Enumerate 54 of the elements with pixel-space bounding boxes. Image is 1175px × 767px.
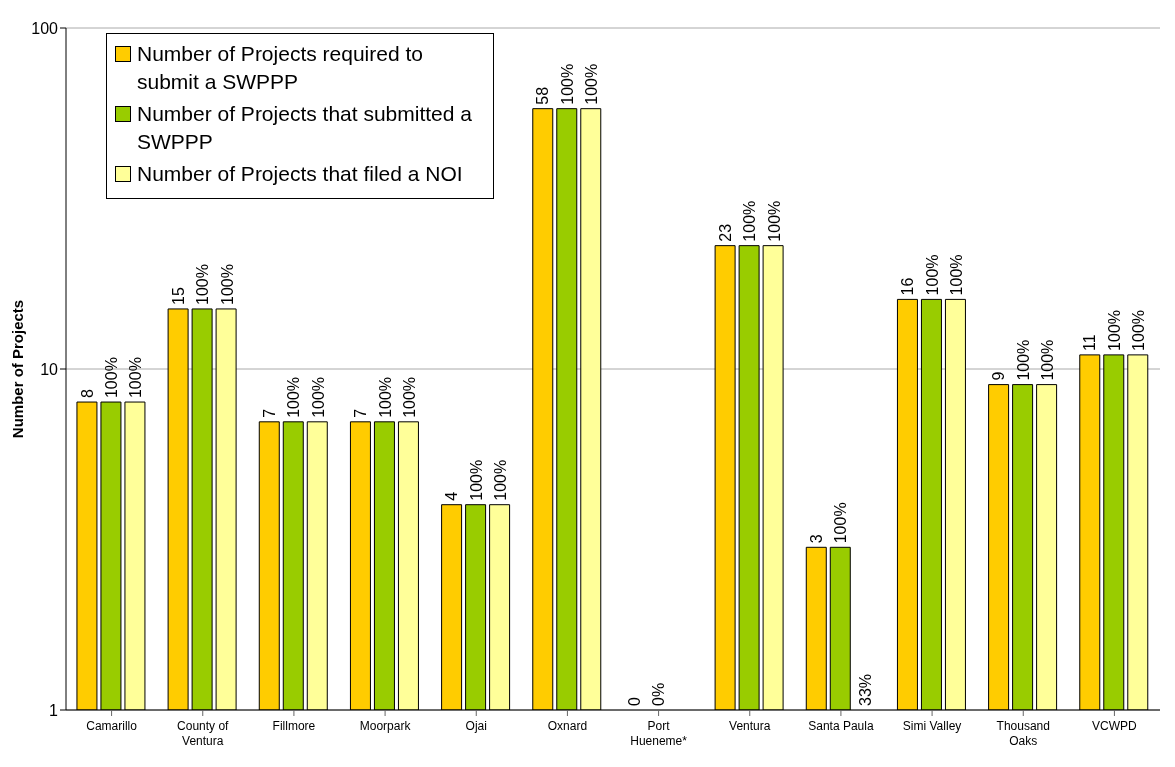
annotation: 100% [741, 200, 759, 242]
x-tick-label: Moorpark [359, 719, 412, 733]
annotation: 100% [309, 376, 327, 418]
annotation: 100% [492, 459, 510, 501]
annotation: 100% [558, 63, 576, 105]
annotation: 100% [832, 502, 850, 544]
data-label: 23 [716, 223, 734, 242]
annotation: 100% [467, 459, 485, 501]
annotation: 100% [765, 200, 783, 242]
y-tick-label: 100 [31, 19, 59, 37]
data-label: 7 [260, 408, 278, 418]
y-tick-label: 10 [40, 360, 59, 378]
annotation: 100% [1105, 309, 1123, 351]
annotation: 100% [127, 357, 145, 399]
data-label: 9 [990, 371, 1008, 381]
x-tick-label: VCWPD [1092, 719, 1138, 733]
annotation: 100% [583, 63, 601, 105]
annotation: 100% [285, 376, 303, 418]
y-tick-label: 1 [49, 701, 59, 719]
data-label: 16 [899, 277, 917, 296]
x-tick-label: Camarillo [86, 719, 138, 733]
data-label: 15 [169, 287, 187, 305]
annotation: 33% [856, 673, 874, 706]
data-label: 58 [534, 86, 552, 105]
annotation: 100% [401, 376, 419, 418]
annotation: 100% [103, 357, 121, 399]
text: 0 [625, 697, 643, 706]
x-tick-label: Simi Valley [902, 719, 962, 733]
annotation: 100% [194, 264, 212, 305]
annotation: 100% [1130, 309, 1148, 351]
x-tick-label: Port Hueneme* [630, 719, 688, 748]
legend-label: Number of Projects that submitted a SWPPP [137, 101, 473, 155]
y-axis-title: Number of Projects [9, 299, 27, 439]
x-tick-label: County of Ventura [177, 719, 230, 748]
annotation: 100% [218, 264, 236, 305]
x-tick-label: Thousand Oaks [996, 719, 1050, 748]
legend-label: Number of Projects that filed a NOI [137, 161, 463, 187]
data-label: 4 [443, 491, 461, 501]
data-label: 8 [78, 389, 96, 399]
x-tick-label: Oxnard [547, 719, 588, 733]
x-tick-label: Santa Paula [808, 719, 874, 733]
data-label: 11 [1081, 334, 1099, 351]
data-label: 7 [352, 408, 370, 418]
x-tick-label: Ventura [729, 719, 771, 733]
annotation: 100% [923, 254, 941, 296]
x-tick-label: Fillmore [272, 719, 316, 733]
annotation: 100% [1014, 339, 1032, 381]
annotation: 0% [650, 682, 668, 706]
annotation: 100% [1039, 339, 1057, 381]
x-tick-label: Ojai [465, 719, 487, 733]
legend-label: Number of Projects required to submit a SWPPP [137, 41, 424, 95]
annotation: 100% [948, 254, 966, 296]
annotation: 100% [376, 376, 394, 418]
data-label: 3 [807, 534, 825, 544]
